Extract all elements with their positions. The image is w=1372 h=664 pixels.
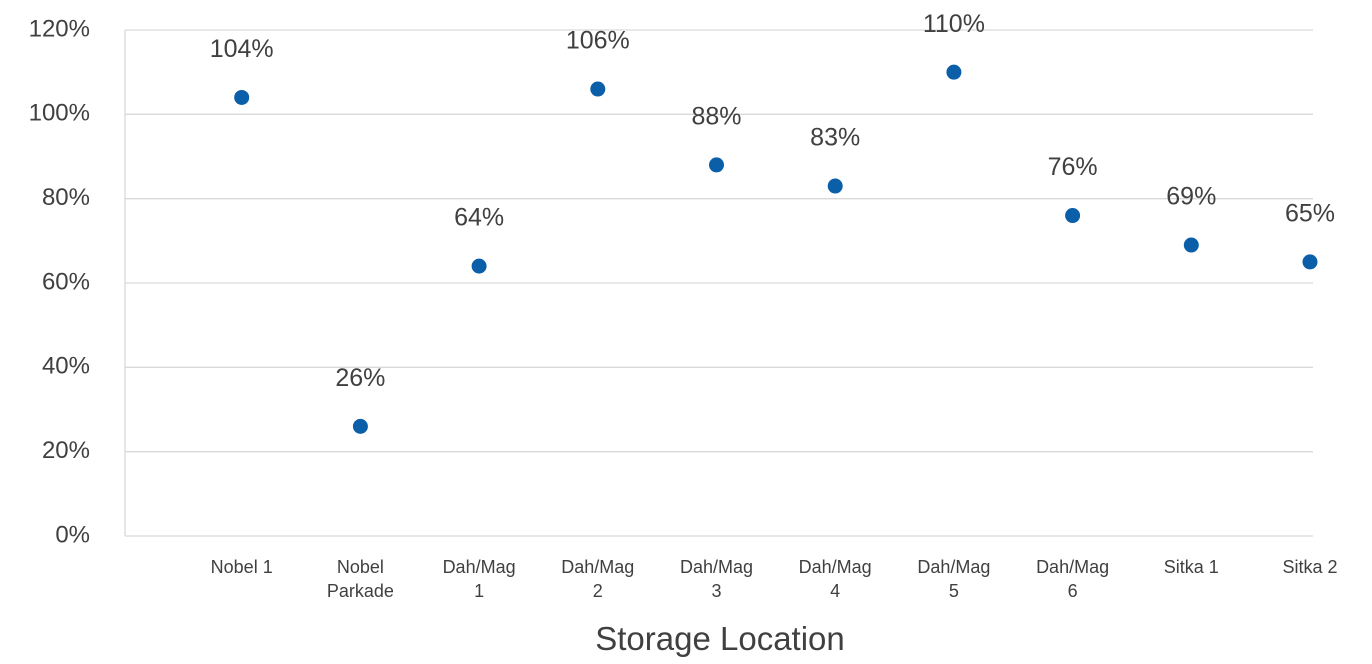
x-tick-label: Nobel Parkade — [326, 557, 394, 601]
dot — [1302, 254, 1318, 270]
y-tick-label: 120% — [29, 15, 90, 42]
y-tick-label: 0% — [55, 521, 90, 548]
x-axis-title: Storage Location — [595, 620, 845, 657]
y-tick-label: 100% — [29, 100, 90, 127]
dot — [590, 81, 606, 97]
y-tick-label: 20% — [42, 437, 90, 464]
dot — [946, 64, 962, 80]
data-label: 110% — [923, 10, 985, 38]
x-tick-label: Nobel 1 — [210, 557, 273, 577]
data-label: 69% — [1166, 183, 1216, 211]
dot — [234, 89, 250, 105]
data-label: 104% — [210, 35, 274, 63]
x-tick-label: Dah/Mag 6 — [1036, 557, 1110, 601]
x-tick-label: Dah/Mag 2 — [561, 557, 635, 601]
data-label: 88% — [691, 103, 741, 131]
y-tick-label: 40% — [42, 353, 90, 380]
x-tick-label: Sitka 2 — [1282, 557, 1338, 577]
x-tick-label: Dah/Mag 4 — [798, 557, 872, 601]
dot — [352, 418, 368, 434]
data-label: 106% — [566, 27, 630, 55]
y-tick-label: 80% — [42, 184, 90, 211]
x-tick-label: Dah/Mag 3 — [679, 557, 754, 601]
y-tick-label: 60% — [42, 268, 90, 295]
x-tick-label: Dah/Mag 5 — [917, 557, 991, 601]
x-tick-label: Dah/Mag 1 — [442, 557, 516, 601]
dot — [709, 157, 724, 173]
dot — [827, 178, 843, 194]
data-label: 76% — [1048, 153, 1098, 181]
data-label: 65% — [1285, 200, 1335, 228]
dot — [1065, 208, 1081, 224]
dot — [1183, 237, 1199, 253]
x-tick-label: Sitka 1 — [1163, 557, 1219, 577]
dot — [471, 258, 487, 274]
data-label: 83% — [810, 124, 860, 152]
data-label: 26% — [335, 364, 385, 392]
data-label: 64% — [454, 204, 504, 232]
